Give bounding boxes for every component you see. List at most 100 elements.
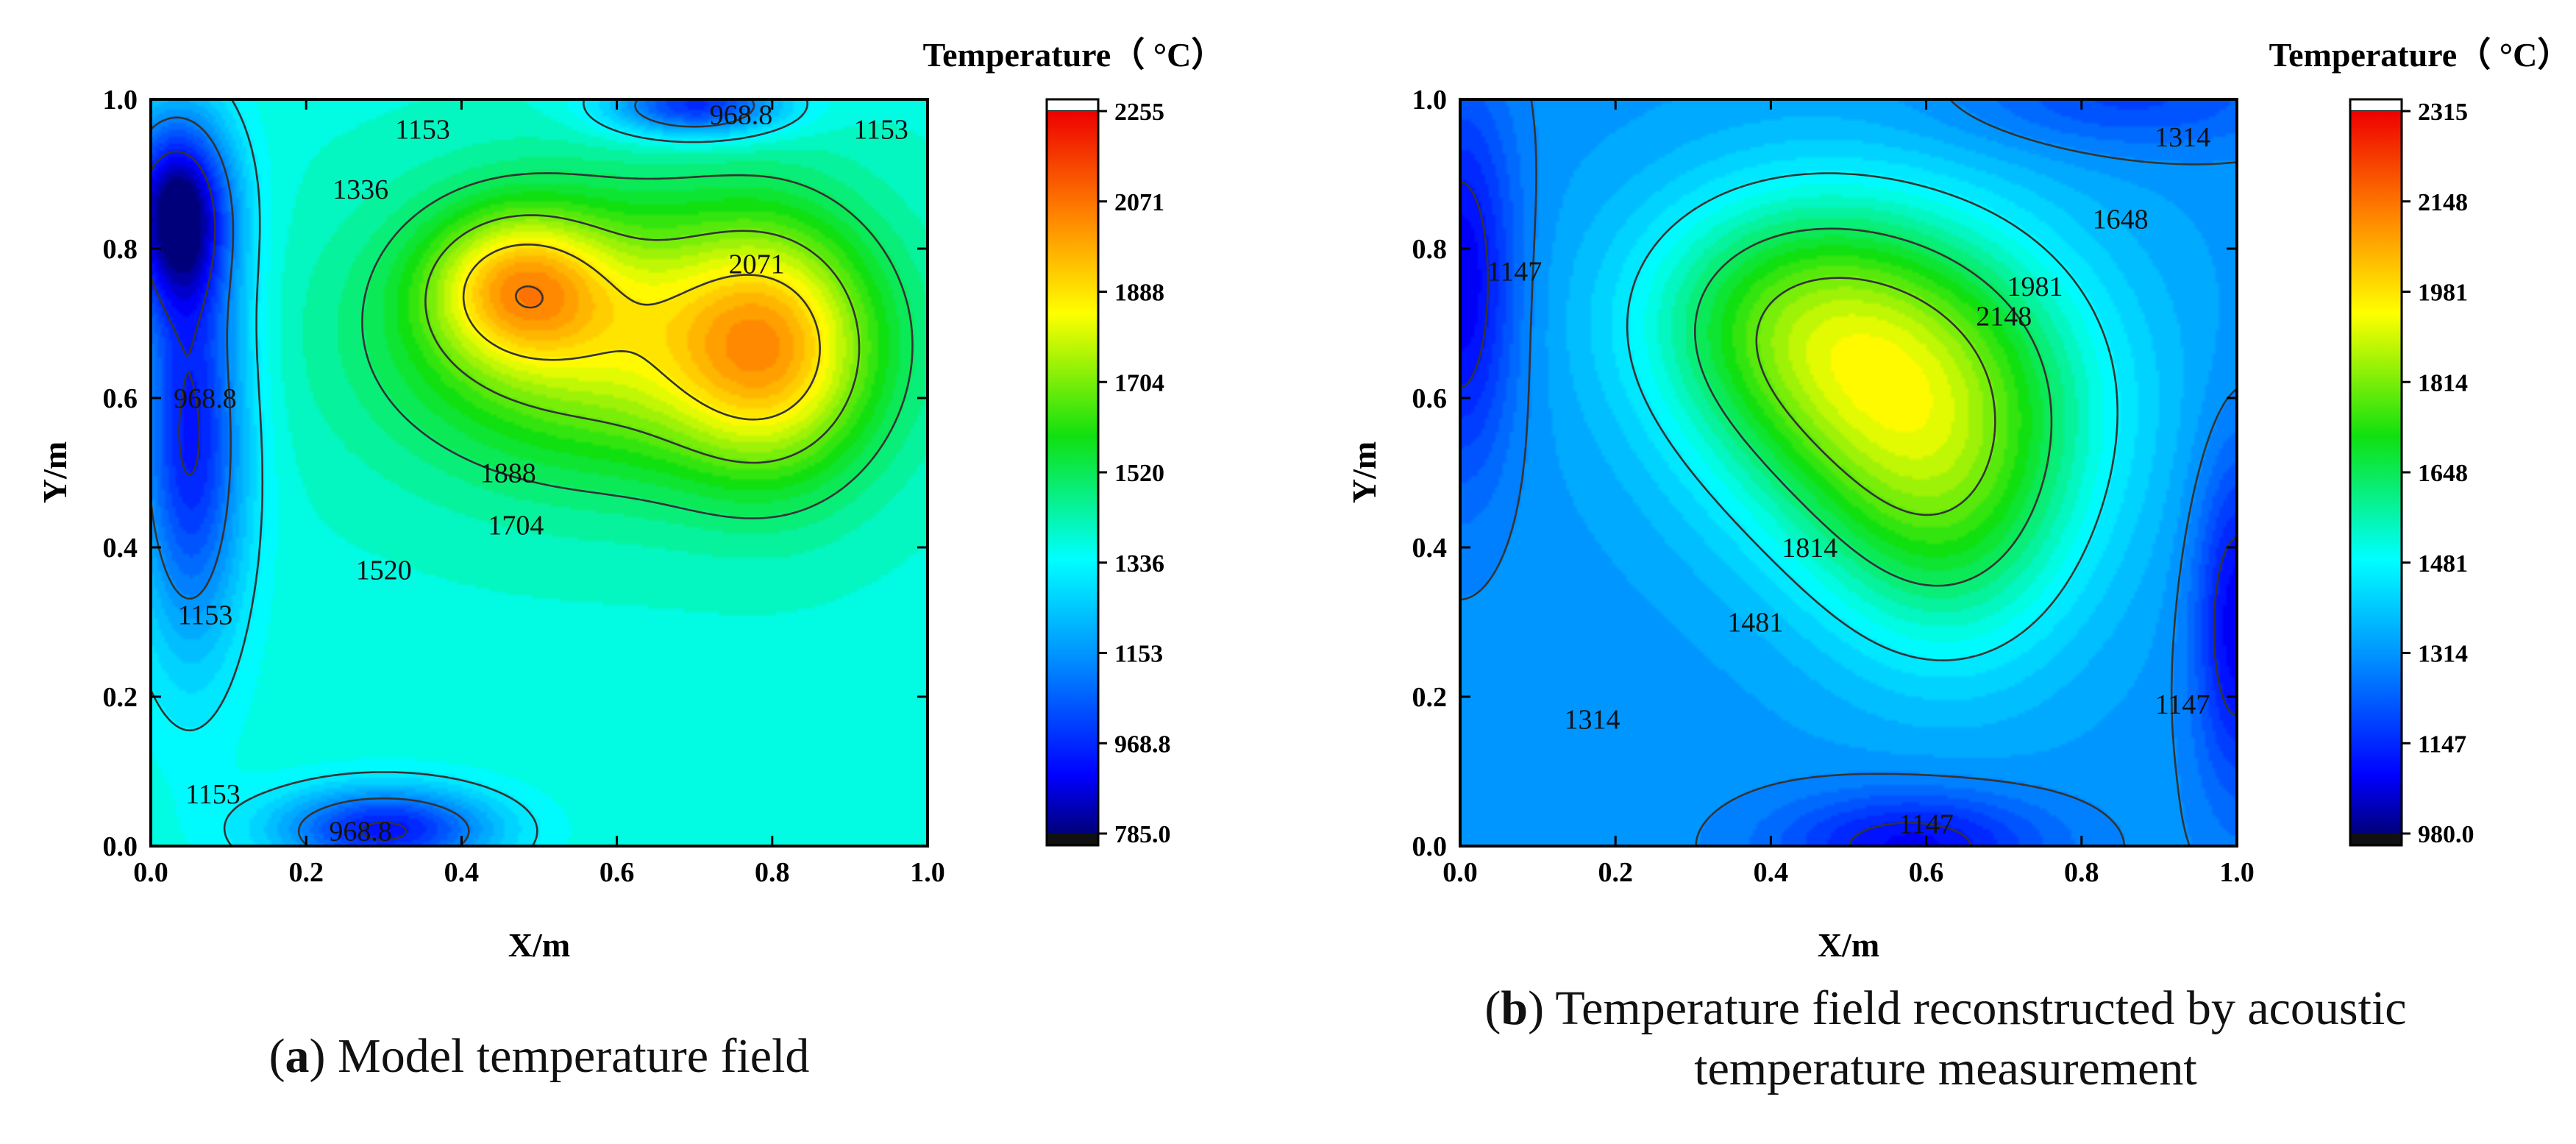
y-tick-label-a-4: 0.8 <box>103 234 138 265</box>
y-tick-label-a-5: 1.0 <box>103 85 138 116</box>
x-tick-label-b-3: 0.6 <box>1909 857 1944 888</box>
contour-label-a-0: 968.8 <box>174 383 237 414</box>
colorbar-b-tick-label-5: 1814 <box>2418 369 2468 397</box>
caption-b-letter: b <box>1501 981 1529 1035</box>
contour-lines-b <box>1460 99 2237 846</box>
colorbar-b-tick-label-8: 2315 <box>2418 99 2468 126</box>
colorbar-a-tick-label-7: 2071 <box>1114 189 1164 216</box>
contour-line-b-4 <box>1755 277 1996 516</box>
contour-label-a-1: 1153 <box>178 600 233 630</box>
y-tick-label-b-4: 0.8 <box>1412 234 1448 265</box>
contour-label-a-7: 1336 <box>332 174 388 205</box>
colorbar-a-tick-label-5: 1704 <box>1114 369 1164 397</box>
x-axis-label-b: X/m <box>1818 926 1879 964</box>
colorbar-a-title: Temperature（ °C） <box>923 36 1225 74</box>
contour-label-b-5: 1814 <box>1782 533 1837 564</box>
contour-label-b-8: 1147 <box>2155 689 2210 720</box>
contour-label-b-4: 2148 <box>1976 301 2032 332</box>
y-axis-label-a: Y/m <box>36 441 74 503</box>
heatmap-a <box>151 99 928 846</box>
contour-label-a-6: 1153 <box>853 115 908 146</box>
contour-label-a-3: 968.8 <box>329 817 392 848</box>
colorbar-a <box>1047 111 1098 834</box>
x-tick-label-b-2: 0.4 <box>1754 857 1789 888</box>
contour-line-a-6 <box>514 285 544 309</box>
colorbar-a-tick-label-2: 1153 <box>1114 641 1163 668</box>
plot-frame-b <box>1459 98 2238 848</box>
x-tick-label-b-0: 0.0 <box>1442 857 1478 888</box>
contour-line-a-5 <box>462 244 821 421</box>
colorbar-b-ticks: 980.0 1147 1314 1481 1648 1814 1981 2148 2315 <box>2402 99 2474 848</box>
plot-frame-a <box>149 98 929 848</box>
colorbar-b-tick-label-1: 1147 <box>2418 731 2466 758</box>
contour-line-a-2 <box>151 99 808 846</box>
contour-line-a-3 <box>361 172 914 519</box>
contour-line-b-0 <box>1460 180 2237 846</box>
x-tick-label-b-5: 1.0 <box>2219 857 2255 888</box>
contour-line-a-4 <box>424 214 861 464</box>
contour-label-a-11: 2071 <box>729 249 785 280</box>
contour-label-b-1: 1314 <box>2155 122 2210 153</box>
contour-label-a-2: 1153 <box>185 779 241 810</box>
x-tick-label-a-4: 0.8 <box>755 857 790 888</box>
contour-label-a-9: 1704 <box>488 511 544 541</box>
colorbar-a-top-cap <box>1046 99 1099 112</box>
caption-a: (a) Model temperature field <box>268 1029 810 1083</box>
colorbar-b-tick-label-4: 1648 <box>2418 460 2468 487</box>
y-axis-label-b: Y/m <box>1345 441 1383 503</box>
x-tick-label-b-4: 0.8 <box>2064 857 2099 888</box>
colorbar-b-top-cap <box>2349 99 2402 112</box>
contour-label-b-0: 1147 <box>1487 256 1543 287</box>
caption-b-line-1: (b) Temperature field reconstructed by a… <box>1484 981 2407 1035</box>
x-tick-label-a-0: 0.0 <box>133 857 168 888</box>
caption-a-letter: a <box>285 1029 310 1083</box>
colorbar-a-tick-label-1: 968.8 <box>1114 731 1171 758</box>
x-tick-label-a-1: 0.2 <box>288 857 324 888</box>
colorbar-b-tick-label-7: 2148 <box>2418 189 2468 216</box>
y-tick-label-b-0: 0.0 <box>1412 831 1448 862</box>
x-tick-label-a-5: 1.0 <box>910 857 945 888</box>
caption-b: (b) Temperature field reconstructed by a… <box>1346 978 2545 1099</box>
caption-a-text: Model temperature field <box>338 1029 810 1083</box>
y-tick-label-a-0: 0.0 <box>103 831 138 862</box>
y-tick-label-a-1: 0.2 <box>103 682 138 713</box>
contour-label-a-4: 1153 <box>395 115 450 146</box>
axes-b: 0.0 0.2 0.4 0.6 0.8 1.0 0.0 0.2 0.4 0.6 0.8 1.0 <box>1412 85 2255 888</box>
colorbar-a-tick-label-3: 1336 <box>1114 550 1164 578</box>
colorbar-b-tick-label-2: 1314 <box>2418 641 2468 668</box>
heatmap-b <box>1460 99 2237 846</box>
contour-label-b-3: 1981 <box>2007 271 2063 302</box>
colorbar-a-tick-label-4: 1520 <box>1114 460 1164 487</box>
contour-label-b-2: 1648 <box>2093 204 2149 235</box>
colorbar-b-tick-label-6: 1981 <box>2418 280 2468 307</box>
colorbar-b <box>2350 111 2402 834</box>
contour-label-b-7: 1314 <box>1565 704 1620 735</box>
y-tick-label-b-2: 0.4 <box>1412 533 1448 564</box>
colorbar-b-title: Temperature（ °C） <box>2269 36 2572 74</box>
colorbar-a-tick-label-6: 1888 <box>1114 280 1164 307</box>
contour-label-a-10: 1888 <box>480 458 536 489</box>
colorbar-b-bottom-cap <box>2350 834 2402 845</box>
contour-label-b-6: 1481 <box>1727 608 1783 639</box>
contour-line-b-3 <box>1694 227 2053 587</box>
contour-label-b-9: 1147 <box>1899 809 1954 840</box>
axes-a: 0.0 0.2 0.4 0.6 0.8 1.0 0.0 0.2 0.4 0.6 0.8 1.0 <box>103 85 945 888</box>
y-tick-label-b-1: 0.2 <box>1412 682 1448 713</box>
colorbar-b-tick-label-3: 1481 <box>2418 550 2468 578</box>
x-tick-label-a-2: 0.4 <box>444 857 480 888</box>
y-tick-label-a-2: 0.4 <box>103 533 138 564</box>
caption-b-text-line-1: Temperature field reconstructed by acous… <box>1555 981 2407 1035</box>
x-axis-label-a: X/m <box>508 926 570 964</box>
contour-line-a-0 <box>151 150 408 841</box>
contour-label-a-8: 1520 <box>356 555 412 586</box>
caption-b-text-line-2: temperature measurement <box>1694 1042 2197 1095</box>
colorbar-a-tick-label-0: 785.0 <box>1114 821 1171 848</box>
colorbar-a-tick-label-8: 2255 <box>1114 99 1164 126</box>
y-tick-label-b-5: 1.0 <box>1412 85 1448 116</box>
colorbar-a-bottom-cap <box>1047 834 1098 845</box>
